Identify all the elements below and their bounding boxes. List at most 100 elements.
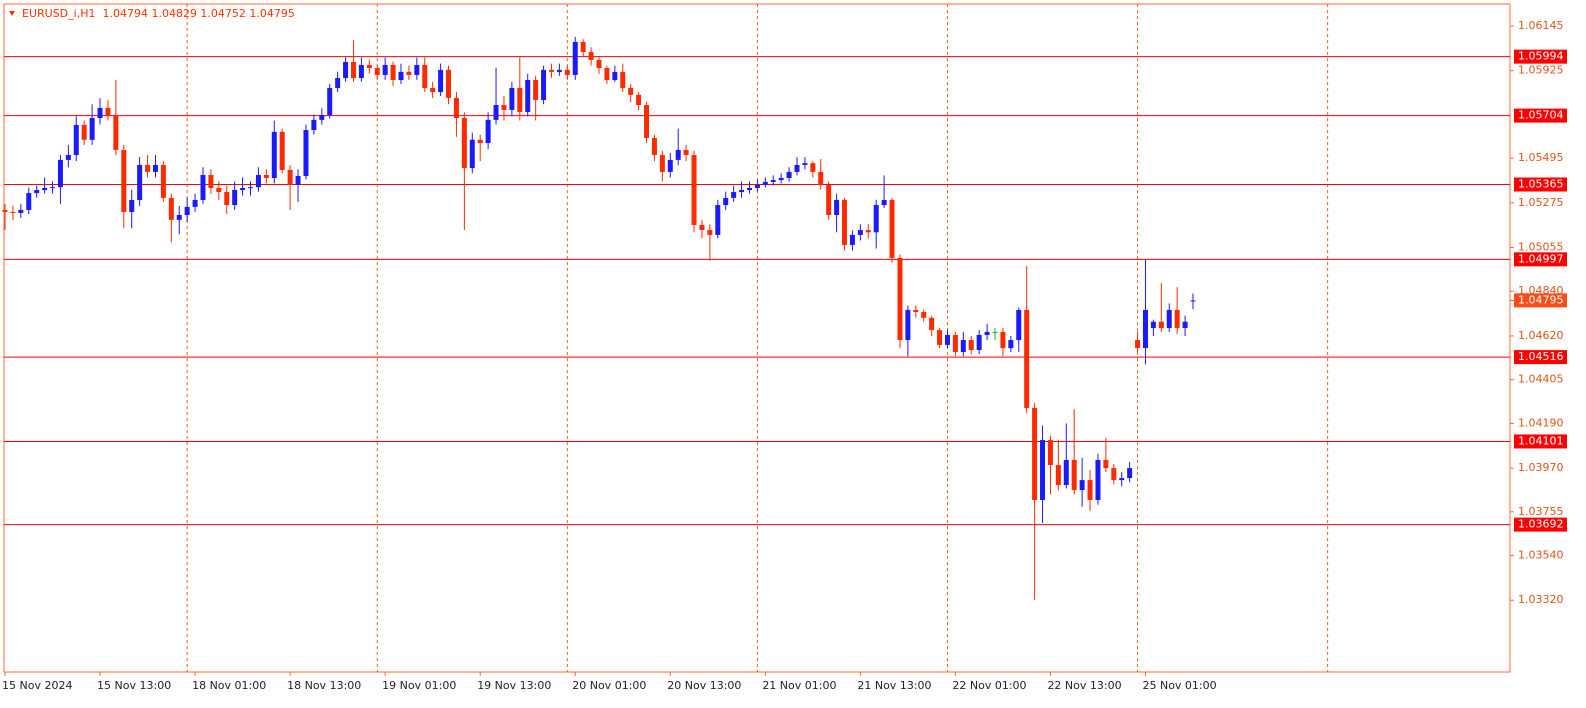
last-price-bg [1514, 293, 1567, 308]
chart-title: EURUSD_i,H1 1.04794 1.04829 1.04752 1.04… [22, 7, 295, 20]
x-tick-label: 20 Nov 01:00 [572, 679, 646, 692]
candle-body [1166, 309, 1172, 329]
candle-body [628, 87, 634, 95]
candle-body [469, 139, 475, 169]
candle-body [279, 131, 285, 170]
x-tick-label: 22 Nov 01:00 [952, 679, 1026, 692]
candle-body [1182, 321, 1188, 329]
y-tick-label: 1.03320 [1518, 593, 1564, 606]
candle-body [1150, 321, 1156, 329]
candle-body [976, 334, 982, 350]
candle-body [960, 340, 966, 353]
x-tick-label: 21 Nov 01:00 [762, 679, 836, 692]
candle-body [754, 184, 760, 188]
candle-body [18, 209, 24, 213]
candle-body [89, 118, 95, 140]
candle-body [232, 190, 238, 206]
candle-body [1119, 478, 1125, 481]
candle-body [818, 171, 824, 185]
y-tick-label: 1.03540 [1518, 549, 1564, 562]
candle-body [263, 174, 269, 179]
level-label: 1.03692 [1518, 518, 1564, 531]
candle-body [382, 64, 388, 75]
y-tick-label: 1.05925 [1518, 64, 1564, 77]
candle-body [620, 71, 626, 88]
level-label-bg [1514, 350, 1567, 365]
candle-body [295, 175, 301, 185]
candle-body [406, 71, 412, 75]
candle-body [1063, 459, 1069, 485]
candle-body [1000, 331, 1006, 349]
level-label: 1.04997 [1518, 252, 1564, 265]
candle-body [176, 215, 182, 220]
candle-body [921, 311, 927, 318]
candle-body [200, 174, 206, 200]
candle-body [1032, 407, 1038, 501]
level-label: 1.05704 [1518, 109, 1564, 122]
candle-body [1103, 459, 1109, 469]
candle-body [691, 155, 697, 225]
x-tick-label: 15 Nov 13:00 [97, 679, 171, 692]
x-tick-label: 19 Nov 01:00 [382, 679, 456, 692]
candle-body [129, 199, 135, 212]
candle-body [834, 199, 840, 216]
collapse-arrow[interactable] [9, 11, 15, 16]
candle-body [319, 114, 325, 120]
candle-body [1040, 440, 1046, 501]
candle-body [311, 119, 317, 131]
candle-body [596, 59, 602, 69]
candle-body [533, 80, 539, 100]
candle-body [184, 206, 190, 216]
candle-body [509, 87, 515, 110]
candle-body [897, 257, 903, 341]
x-tick-label: 25 Nov 01:00 [1142, 679, 1216, 692]
candle-body [81, 124, 87, 140]
y-tick-label: 1.05495 [1518, 151, 1564, 164]
candle-body [1111, 468, 1117, 481]
candle-body [216, 187, 222, 193]
y-tick-label: 1.05275 [1518, 196, 1564, 209]
level-label-bg [1514, 49, 1567, 64]
level-label-bg [1514, 434, 1567, 449]
candle-body [493, 105, 499, 120]
x-tick-label: 22 Nov 13:00 [1047, 679, 1121, 692]
candle-body [984, 331, 990, 335]
candle-body [1174, 309, 1180, 329]
last-price-label: 1.04795 [1518, 293, 1564, 306]
candle-body [73, 124, 79, 156]
candle-body [1071, 459, 1077, 491]
level-label-bg [1514, 517, 1567, 532]
candle-body [944, 334, 950, 345]
candle-body [849, 234, 855, 245]
candle-body [501, 105, 507, 110]
candle-body [794, 165, 800, 172]
candle-body [485, 119, 491, 144]
candle-body [50, 187, 56, 189]
candle-body [248, 187, 254, 189]
candle-body [937, 330, 943, 345]
candle-body [889, 199, 895, 258]
candle-body [675, 149, 681, 160]
candle-body [453, 97, 459, 119]
candle-body [1142, 309, 1148, 348]
y-tick-label: 1.03970 [1518, 461, 1564, 474]
candle-body [842, 199, 848, 245]
candle-body [255, 174, 261, 188]
candle-body [65, 155, 71, 160]
candle-body [438, 69, 444, 93]
candle-body [240, 187, 246, 191]
candle-body [2, 209, 8, 212]
candle-body [113, 114, 119, 150]
candle-body [556, 69, 562, 72]
candle-body [731, 192, 737, 198]
candle-body [992, 331, 998, 333]
candle-body [1135, 340, 1141, 348]
candle-body [707, 230, 713, 235]
candle-body [430, 87, 436, 93]
candle-body [192, 199, 198, 207]
candle-body [929, 317, 935, 331]
candle-body [683, 149, 689, 156]
candle-body [422, 64, 428, 88]
